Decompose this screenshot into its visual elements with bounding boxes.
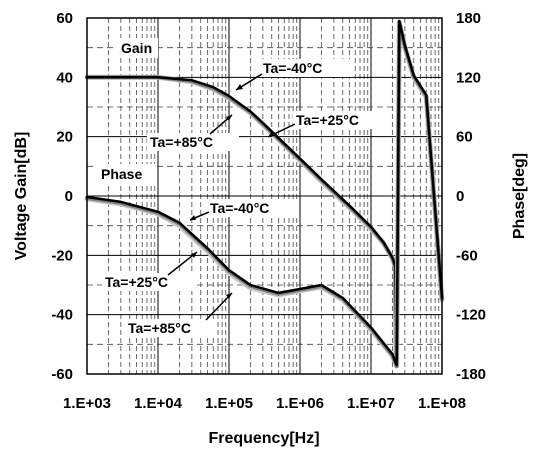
gain-p25-arrowhead <box>268 131 275 137</box>
gain-p25-label: Ta=+25°C <box>296 112 359 128</box>
gain-p85-label: Ta=+85°C <box>150 134 213 150</box>
gain-m40-label: Ta=-40°C <box>263 60 322 76</box>
plot-frame <box>86 17 443 375</box>
y-axis-right-title: Phase[deg] <box>511 153 528 239</box>
series-line <box>85 19 444 367</box>
y-left-tick-label: 40 <box>56 69 73 86</box>
x-axis-title: Frequency[Hz] <box>208 430 319 447</box>
phase-p85-label: Ta=+85°C <box>128 320 191 336</box>
y-right-tick-label: 60 <box>456 129 473 146</box>
phase-p25-arrow <box>167 251 198 276</box>
y-left-tick-label: 60 <box>56 10 73 27</box>
annotations: Gain Phase Ta=-40°C Ta=+25°C Ta=+85°C Ta… <box>97 38 385 337</box>
series-line <box>85 76 398 361</box>
anno-bg <box>207 199 299 217</box>
phase-m40-arrowhead <box>190 215 196 220</box>
y-left-tick-label: -20 <box>51 247 73 264</box>
y-axis-left-title: Voltage Gain[dB] <box>13 132 30 261</box>
phase-label-bg <box>97 164 157 184</box>
y-right-tick-label: 180 <box>456 10 481 27</box>
y-left-tick-label: -60 <box>51 366 73 383</box>
y-right-tick-label: 0 <box>456 188 464 205</box>
anno-bg <box>147 133 239 151</box>
phase-p25-arrowhead <box>191 252 197 258</box>
y-right-tick-label: -60 <box>456 247 478 264</box>
x-tick-label: 1.E+08 <box>418 395 466 412</box>
gain-p85-arrowhead <box>226 115 232 121</box>
x-tick-label: 1.E+03 <box>63 395 111 412</box>
y-left-tick-label: 20 <box>56 129 73 146</box>
y-left-tick-label: 0 <box>65 188 73 205</box>
gain-section-label: Gain <box>121 40 152 56</box>
tick-labels: 1.E+03 1.E+04 1.E+05 1.E+06 1.E+07 1.E+08 60 40… <box>51 10 486 412</box>
anno-bg <box>260 59 352 77</box>
x-tick-label: 1.E+07 <box>347 395 395 412</box>
phase-p85-arrowhead <box>226 293 232 299</box>
x-tick-label: 1.E+04 <box>134 395 183 412</box>
anno-bg <box>293 111 385 129</box>
phase-p85-arrow <box>205 292 233 321</box>
phase-section-label: Phase <box>101 166 142 182</box>
x-tick-label: 1.E+05 <box>205 395 253 412</box>
y-right-tick-label: -120 <box>456 307 486 324</box>
y-right-tick-label: 120 <box>456 69 481 86</box>
y-right-tick-label: -180 <box>456 366 486 383</box>
plot-series <box>84 19 445 369</box>
anno-bg <box>102 273 194 291</box>
phase-p25-label: Ta=+25°C <box>105 274 168 290</box>
y-left-tick-label: -40 <box>51 307 73 324</box>
phase-m40-label: Ta=-40°C <box>210 200 269 216</box>
x-tick-label: 1.E+06 <box>276 395 324 412</box>
gain-m40-arrowhead <box>236 84 243 90</box>
anno-bg <box>125 319 217 337</box>
gain-label-bg <box>116 38 158 58</box>
